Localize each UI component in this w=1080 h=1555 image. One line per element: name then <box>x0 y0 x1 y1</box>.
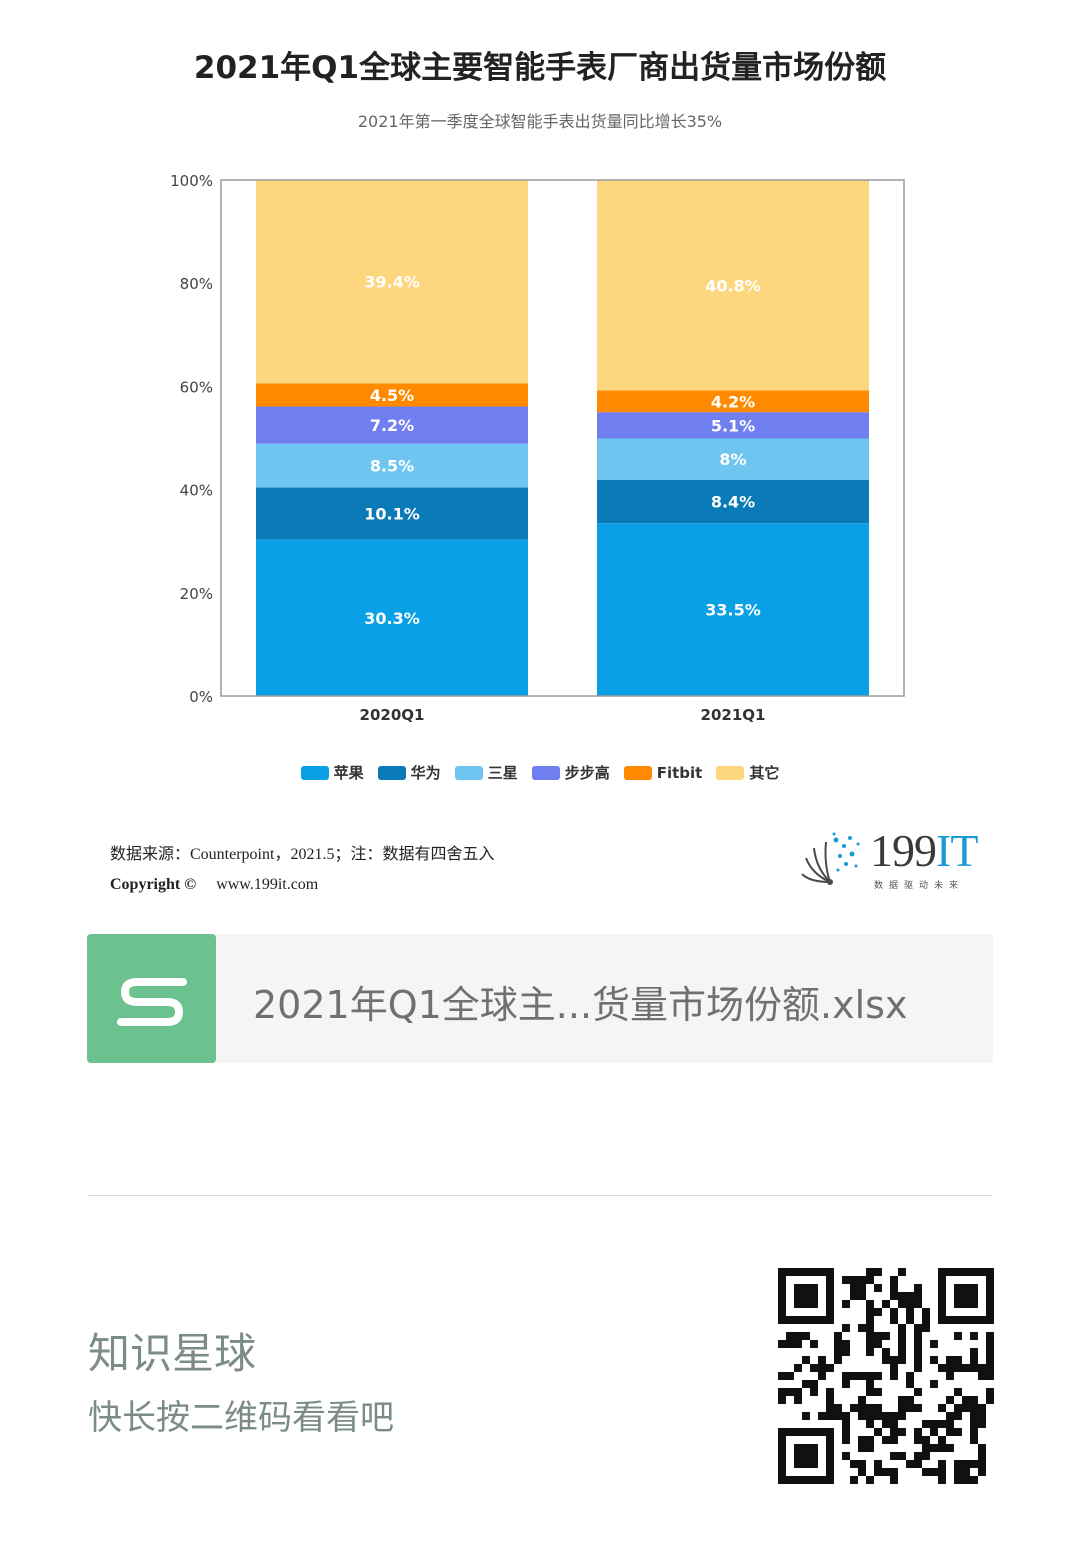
bar-segment-2020Q1-苹果 <box>256 539 528 696</box>
legend-label: 步步高 <box>564 764 610 782</box>
brand-name-it: IT <box>936 825 978 876</box>
legend-swatch <box>300 765 329 780</box>
legend-label: 苹果 <box>333 764 364 782</box>
data-label: 7.2% <box>370 416 414 435</box>
y-tick-label: 60% <box>180 378 213 396</box>
data-label: 8.5% <box>370 457 414 476</box>
data-label: 8.4% <box>711 492 755 511</box>
bar-segment-2020Q1-华为 <box>256 487 528 540</box>
promo-title: 知识星球 <box>88 1329 257 1378</box>
legend-swatch <box>531 765 560 780</box>
dandelion-logo-icon <box>801 832 860 885</box>
bar-segment-2021Q1-苹果 <box>597 523 869 696</box>
legend-item: Fitbit <box>623 762 703 783</box>
brand-tagline: 数据驱动未来 <box>874 881 965 891</box>
legend-item: 步步高 <box>531 762 610 783</box>
y-tick-label: 100% <box>170 172 213 190</box>
data-label: 4.2% <box>711 392 755 411</box>
file-attachment-card[interactable]: 2021年Q1全球主...货量市场份额.xlsx <box>87 934 993 1063</box>
promo-subtitle: 快长按二维码看看吧 <box>88 1398 394 1438</box>
data-label: 5.1% <box>711 416 755 435</box>
bar-segment-2021Q1-Fitbit <box>597 390 869 413</box>
qr-code-icon[interactable] <box>778 1268 994 1484</box>
legend-label: 华为 <box>410 764 441 782</box>
bar-segment-2020Q1-三星 <box>256 443 528 488</box>
legend-swatch <box>623 765 652 780</box>
y-tick-label: 80% <box>180 275 213 293</box>
s-letter-icon <box>117 978 187 1026</box>
y-tick-label: 40% <box>180 482 213 500</box>
data-label: 4.5% <box>370 386 414 405</box>
bar-segment-2021Q1-华为 <box>597 479 869 524</box>
legend-label: 其它 <box>749 764 780 782</box>
section-divider <box>87 1195 993 1196</box>
legend-item: 苹果 <box>300 762 364 783</box>
brand-name-number: 199 <box>870 825 937 876</box>
legend-swatch <box>377 765 406 780</box>
bar-segment-2021Q1-三星 <box>597 438 869 480</box>
source-line: 数据来源：Counterpoint，2021.5；注：数据有四舍五入 <box>110 846 495 863</box>
data-label: 33.5% <box>705 601 761 620</box>
file-name: 2021年Q1全球主...货量市场份额.xlsx <box>253 983 908 1027</box>
x-tick-label: 2020Q1 <box>360 706 425 724</box>
website-url[interactable]: www.199it.com <box>216 876 319 893</box>
copyright-label: Copyright © <box>110 876 197 893</box>
data-label: 39.4% <box>364 273 420 292</box>
legend-swatch <box>454 765 483 780</box>
y-tick-label: 0% <box>189 688 213 706</box>
brand-logo: 199IT 数据驱动未来 <box>800 825 990 894</box>
bar-segment-2021Q1-步步高 <box>597 412 869 439</box>
chart-title: 2021年Q1全球主要智能手表厂商出货量市场份额 <box>193 50 887 86</box>
legend-label: 三星 <box>487 764 518 782</box>
data-label: 10.1% <box>364 505 420 524</box>
data-label: 30.3% <box>364 609 420 628</box>
source-note: 数据来源：Counterpoint，2021.5；注：数据有四舍五入 Copyr… <box>110 840 494 900</box>
data-label: 8% <box>719 450 746 469</box>
stacked-bar-chart: 30.3% 10.1% 8.5% 7.2% 4.5% 39.4% 33.5% 8.4% 8% 5.… <box>170 172 905 724</box>
legend-item: 三星 <box>454 762 518 783</box>
plot-frame <box>220 179 905 697</box>
data-label: 40.8% <box>705 276 761 295</box>
bar-segment-2020Q1-其它 <box>256 180 528 384</box>
legend-label: Fitbit <box>656 763 703 782</box>
legend-swatch <box>716 765 745 780</box>
chart-subtitle: 2021年第一季度全球智能手表出货量同比增长35% <box>357 112 723 131</box>
bar-segment-2021Q1-其它 <box>597 180 869 391</box>
legend-item: 华为 <box>377 762 441 783</box>
bar-segment-2020Q1-Fitbit <box>256 383 528 407</box>
x-tick-label: 2021Q1 <box>701 706 766 724</box>
bar-segment-2020Q1-步步高 <box>256 406 528 444</box>
spreadsheet-s-icon <box>87 934 216 1063</box>
chart-legend: 苹果 华为 三星 步步高 Fitbit 其它 <box>0 762 1080 783</box>
y-tick-label: 20% <box>180 585 213 603</box>
brand-name: 199IT <box>870 824 978 877</box>
legend-item: 其它 <box>716 762 779 783</box>
